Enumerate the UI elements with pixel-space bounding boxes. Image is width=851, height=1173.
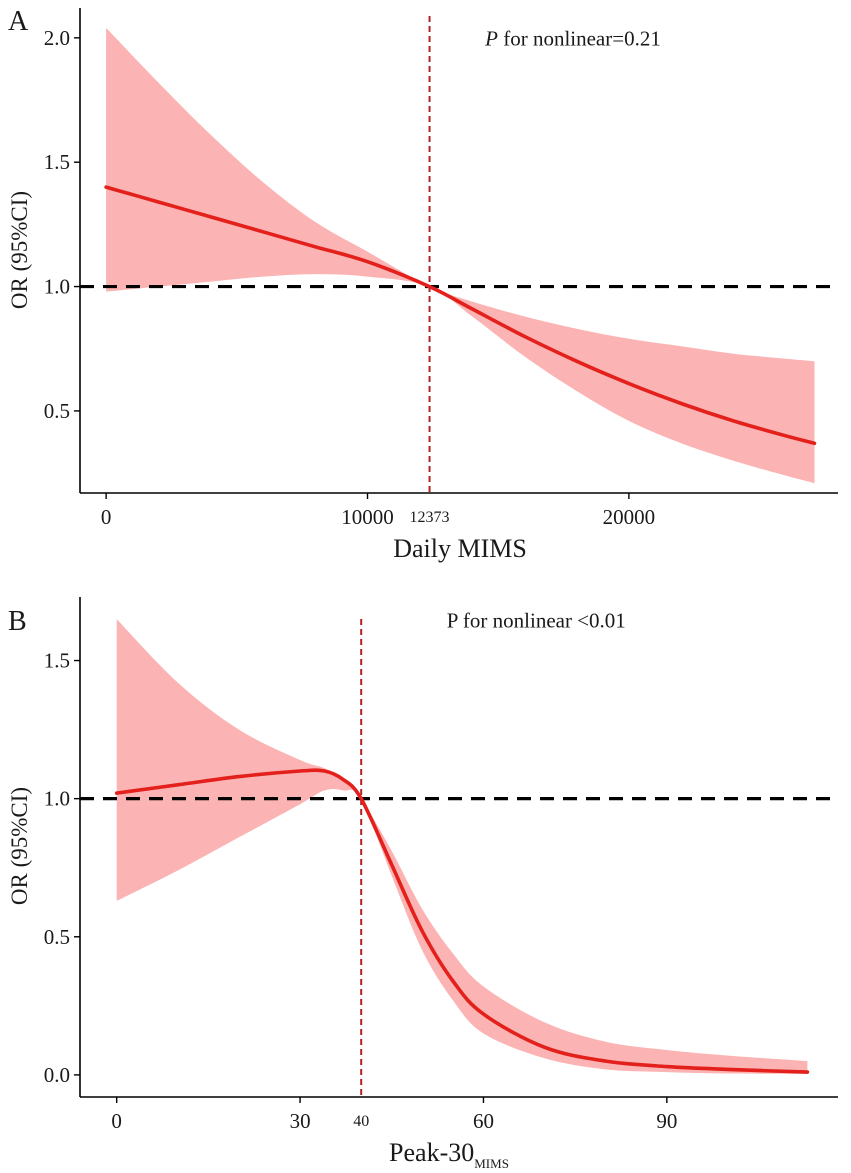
cutoff-label: 40 bbox=[353, 1113, 369, 1130]
x-tick-label: 10000 bbox=[341, 505, 394, 529]
p-value-annotation: P for nonlinear=0.21 bbox=[484, 26, 661, 50]
x-axis-title-main: Daily MIMS bbox=[393, 534, 527, 563]
y-tick-label: 1.5 bbox=[44, 649, 70, 673]
panel-label: A bbox=[8, 6, 29, 37]
y-tick-label: 0.5 bbox=[44, 399, 70, 423]
p-value-annotation: P for nonlinear <0.01 bbox=[447, 608, 626, 632]
confidence-band bbox=[116, 619, 808, 1075]
panel-label: B bbox=[8, 606, 27, 637]
y-tick-label: 0.5 bbox=[44, 925, 70, 949]
y-tick-label: 2.0 bbox=[44, 26, 70, 50]
or-curve bbox=[104, 185, 817, 446]
y-tick-label: 1.0 bbox=[44, 275, 70, 299]
x-tick-label: 60 bbox=[473, 1109, 494, 1133]
y-axis-title: OR (95%CI) bbox=[7, 191, 32, 309]
x-tick-label: 30 bbox=[290, 1109, 311, 1133]
x-axis-title: Peak-30MIMS bbox=[389, 1138, 509, 1171]
y-axis-title: OR (95%CI) bbox=[7, 787, 32, 905]
y-tick-label: 0.0 bbox=[44, 1063, 70, 1087]
p-value-text: P for nonlinear <0.01 bbox=[447, 608, 626, 632]
cutoff-label: 12373 bbox=[410, 509, 450, 526]
x-tick-label: 0 bbox=[101, 505, 112, 529]
x-tick-label: 20000 bbox=[603, 505, 656, 529]
p-value-italic: P bbox=[484, 26, 498, 50]
y-tick-label: 1.5 bbox=[44, 150, 70, 174]
panel-a: 0.5 1.0 1.5 2.0 0 10000 20000 12373 Daily MIMS OR… bbox=[7, 6, 838, 563]
or-curve bbox=[114, 768, 810, 1074]
panel-b: 0.0 0.5 1.0 1.5 0 30 60 90 40 Peak-30MIMS OR (95%C… bbox=[7, 597, 838, 1171]
p-value-text: for nonlinear=0.21 bbox=[498, 26, 661, 50]
x-tick-label: 90 bbox=[656, 1109, 677, 1133]
x-axis-title: Daily MIMS bbox=[393, 534, 527, 563]
y-tick-label: 1.0 bbox=[44, 787, 70, 811]
confidence-band bbox=[106, 27, 815, 484]
x-axis-title-subscript: MIMS bbox=[474, 1156, 509, 1171]
x-tick-label: 0 bbox=[111, 1109, 122, 1133]
x-axis-title-main: Peak-30 bbox=[389, 1138, 474, 1167]
